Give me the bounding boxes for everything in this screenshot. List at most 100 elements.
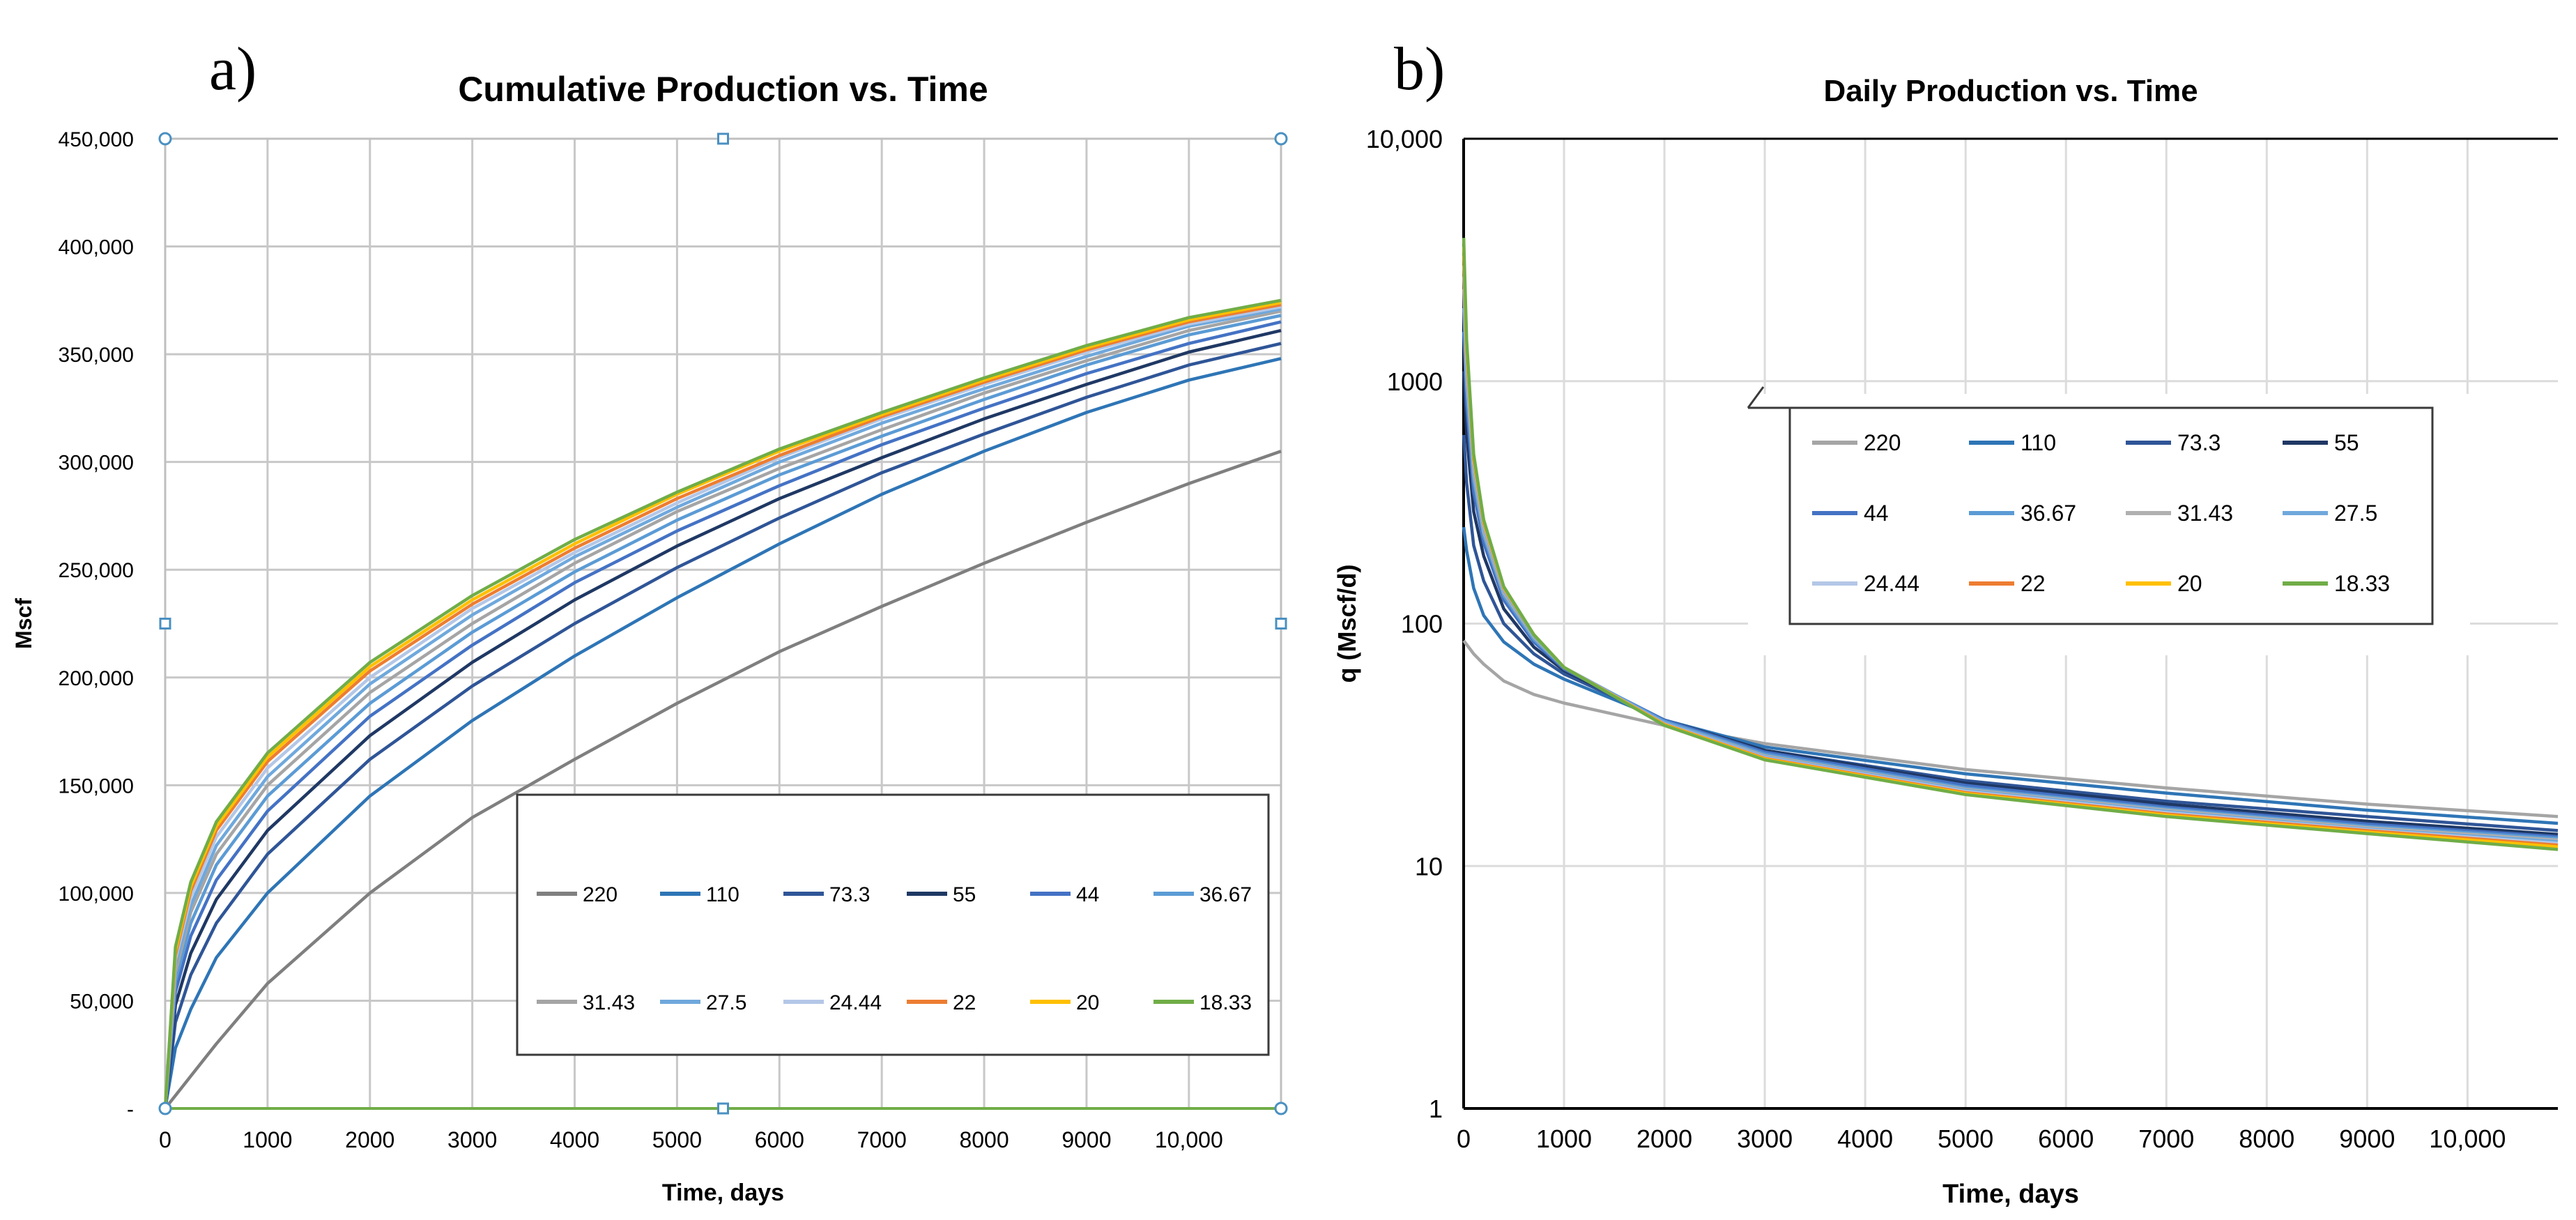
y-tick-label: 250,000 [59,559,134,582]
y-axis-label: q (Mscf/d) [1333,565,1361,683]
y-tick-label: 400,000 [59,236,134,259]
x-tick-label: 0 [159,1127,171,1152]
x-tick-label: 6000 [755,1127,804,1152]
legend: 220 110 73.3 55 44 36.67 31.43 27.5 24.44 22 20 18.… [1747,386,2470,655]
y-axis-label: Mscf [11,598,36,649]
x-tick-label: 2000 [345,1127,394,1152]
selection-handle [159,618,171,630]
legend-label-73-3: 73.3 [829,883,870,906]
x-tick-label: 10,000 [1155,1127,1223,1152]
panel-label-b: b) [1394,36,1445,103]
y-tick-label: - [127,1098,134,1121]
panel-label-a: a) [209,36,256,103]
x-tick-label: 0 [1457,1124,1471,1153]
legend-label-27-5: 27.5 [706,991,746,1014]
legend-label-20: 20 [1076,991,1099,1014]
legend-label-31-43: 31.43 [2177,501,2233,526]
y-tick-label: 10,000 [1366,125,1443,153]
legend-label-220: 220 [583,883,618,906]
legend-label-110: 110 [2021,430,2056,455]
x-axis-label: Time, days [662,1180,784,1206]
x-tick-label: 8000 [2239,1124,2294,1153]
x-tick-label: 10,000 [2429,1124,2506,1153]
selection-handle [1274,1101,1288,1115]
legend-label-44: 44 [1076,883,1099,906]
legend-label-36-67: 36.67 [2021,501,2076,526]
y-tick-label: 150,000 [59,775,134,798]
x-tick-label: 3000 [447,1127,497,1152]
legend-label-73-3: 73.3 [2177,430,2221,455]
x-tick-label: 4000 [1837,1124,1893,1153]
y-tick-label: 300,000 [59,452,134,475]
y-tick-label: 1 [1429,1095,1443,1123]
legend-label-44: 44 [1864,501,1889,526]
chart-title: Cumulative Production vs. Time [458,70,988,109]
series-line-55 [163,328,1282,1109]
x-tick-label: 4000 [550,1127,599,1152]
x-tick-label: 1000 [243,1127,292,1152]
chart-title: Daily Production vs. Time [1823,74,2198,108]
legend-label-20: 20 [2177,571,2202,596]
selection-handle [158,1101,172,1115]
legend-label-36-67: 36.67 [1199,883,1252,906]
selection-handle [1274,132,1288,146]
selection-handle [158,132,172,146]
legend-label-24-44: 24.44 [1864,571,1919,596]
x-tick-label: 9000 [1061,1127,1111,1152]
x-tick-label: 6000 [2038,1124,2094,1153]
x-tick-label: 8000 [959,1127,1009,1152]
series-line-18-33 [1462,238,2559,851]
series-line-24-44 [163,305,1282,1109]
selection-handle [717,1102,729,1115]
y-tick-label: 10 [1415,852,1443,880]
series-line-73-3 [1462,434,2559,832]
legend-label-55: 55 [2334,430,2359,455]
legend-label-22: 22 [2021,571,2046,596]
daily-production-chart: Daily Production vs. Time 0 1000 2000 3000 40… [1333,74,2559,1209]
legend-label-55: 55 [953,883,976,906]
legend-label-110: 110 [706,883,739,906]
series-line-44 [163,320,1282,1109]
x-tick-label: 1000 [1536,1124,1592,1153]
legend-label-24-44: 24.44 [829,991,882,1014]
y-tick-label: 450,000 [59,128,134,151]
y-tick-label: 100 [1401,610,1443,639]
x-axis-label: Time, days [1942,1180,2079,1209]
series-line-220 [1462,639,2559,818]
series-line-31-43 [163,310,1282,1109]
series-line-110 [163,357,1282,1109]
cumulative-production-chart: Cumulative Production vs. Time 0 1000 2000 3… [11,70,1288,1206]
x-tick-label: 5000 [652,1127,702,1152]
legend-label-18-33: 18.33 [2334,571,2390,596]
series-line-18-33 [163,298,1282,1109]
series-line-27-5 [163,307,1282,1109]
legend-label-27-5: 27.5 [2334,501,2377,526]
y-tick-label: 350,000 [59,344,134,367]
legend-label-31-43: 31.43 [583,991,635,1014]
y-tick-label: 100,000 [59,883,134,906]
series-line-73-3 [163,342,1282,1109]
legend-box [516,793,1270,1056]
legend-label-18-33: 18.33 [1199,991,1252,1014]
series-line-20 [163,300,1282,1109]
series-line-220 [164,450,1282,1110]
series-line-22 [163,303,1282,1109]
y-tick-label: 50,000 [70,990,134,1013]
legend-label-220: 220 [1864,430,1901,455]
x-tick-label: 5000 [1938,1124,1993,1153]
legend-break-mark [1747,386,1765,409]
selection-handle [717,132,729,145]
y-tick-label: 1000 [1387,367,1443,396]
x-tick-label: 3000 [1737,1124,1793,1153]
x-tick-label: 7000 [2138,1124,2194,1153]
x-tick-label: 2000 [1636,1124,1692,1153]
x-tick-label: 7000 [857,1127,907,1152]
series-line-110 [1462,526,2559,825]
legend: 220 110 73.3 55 44 36.67 31.43 27.5 24.44 22 20 18.… [516,793,1270,1056]
y-tick-label: 200,000 [59,667,134,690]
legend-label-22: 22 [953,991,976,1014]
x-tick-label: 9000 [2339,1124,2395,1153]
series-line-36-67 [163,314,1282,1109]
